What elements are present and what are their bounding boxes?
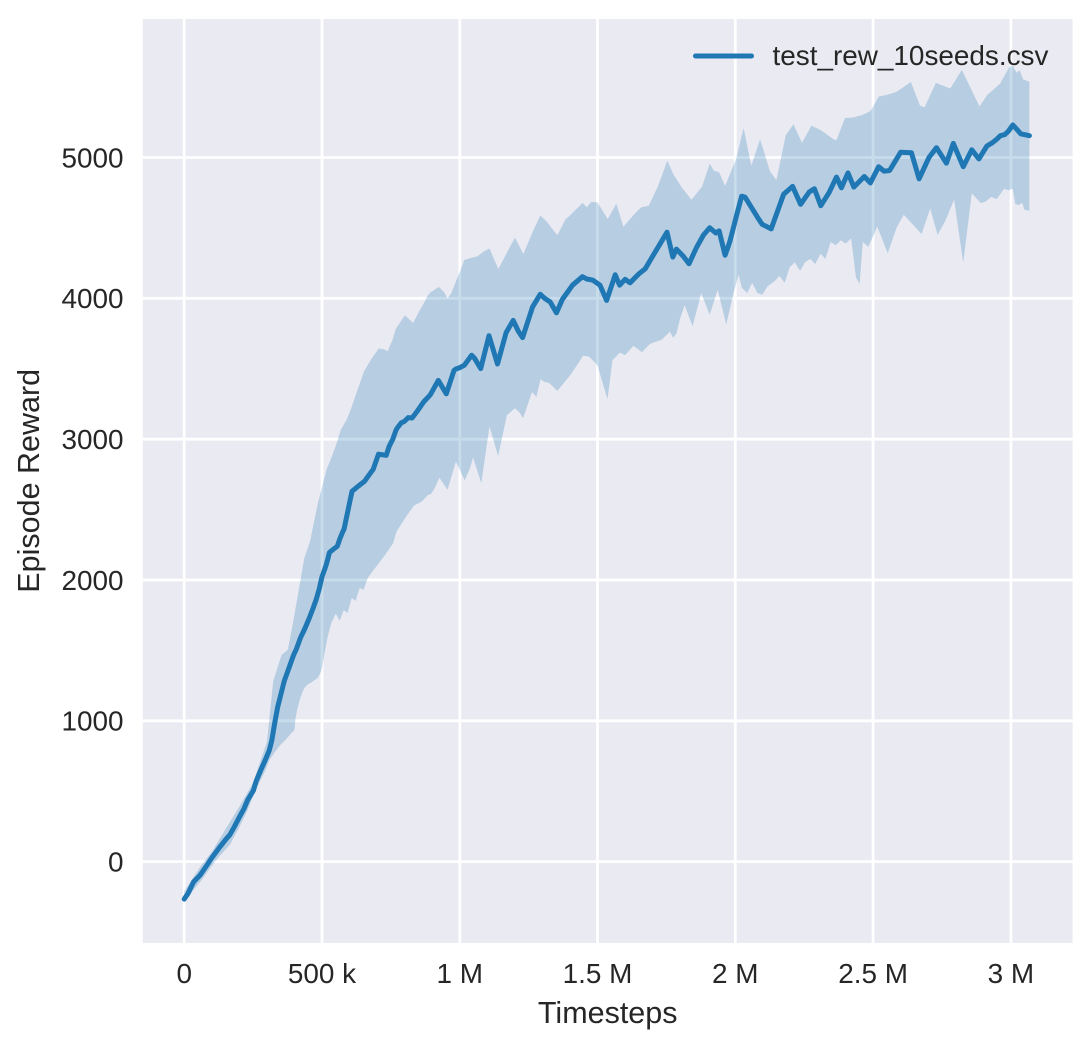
svg-text:500 k: 500 k (288, 958, 356, 989)
svg-text:4000: 4000 (61, 283, 123, 314)
svg-text:Episode Reward: Episode Reward (12, 369, 46, 593)
svg-text:3 M: 3 M (988, 958, 1035, 989)
svg-text:2 M: 2 M (712, 958, 759, 989)
svg-text:0: 0 (176, 958, 192, 989)
svg-text:Timesteps: Timesteps (538, 996, 678, 1030)
svg-text:0: 0 (108, 847, 124, 878)
svg-text:3000: 3000 (61, 424, 123, 455)
svg-text:2.5 M: 2.5 M (838, 958, 908, 989)
svg-text:1.5 M: 1.5 M (563, 958, 633, 989)
svg-text:1000: 1000 (61, 706, 123, 737)
svg-text:test_rew_10seeds.csv: test_rew_10seeds.csv (773, 40, 1049, 71)
svg-text:1 M: 1 M (437, 958, 484, 989)
svg-text:2000: 2000 (61, 565, 123, 596)
svg-text:5000: 5000 (61, 142, 123, 173)
